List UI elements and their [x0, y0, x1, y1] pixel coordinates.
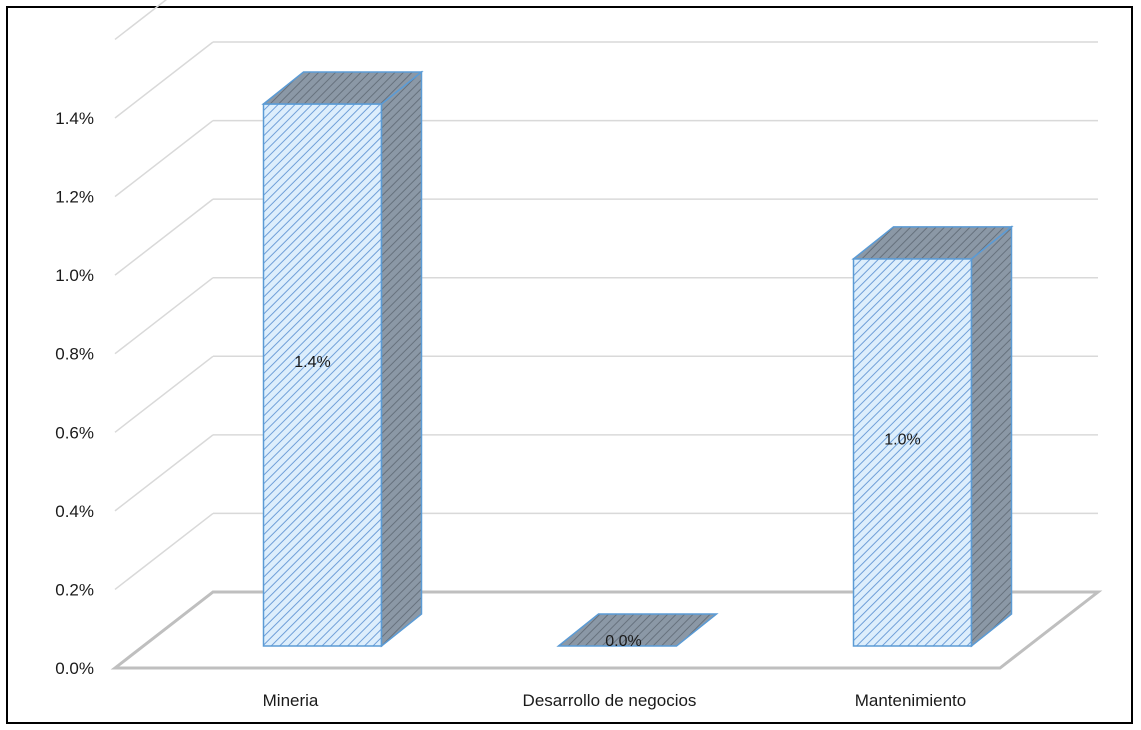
y-tick-label: 0.6% [55, 423, 94, 442]
y-tick-label: 1.0% [55, 266, 94, 285]
bar-side [970, 225, 1013, 648]
x-category-label: Mineria [263, 691, 319, 710]
y-tick-label: 1.2% [55, 188, 94, 207]
gridline-diagonal [114, 119, 214, 198]
gridline-diagonal [114, 198, 214, 276]
bar-top [261, 71, 424, 105]
chart-floor [110, 590, 1103, 670]
gridline-diagonal [114, 355, 214, 433]
bar-front [852, 258, 973, 647]
bar-top [851, 226, 1014, 260]
data-label: 1.4% [294, 354, 330, 371]
data-label: 1.0% [884, 431, 920, 448]
x-category-label: Desarrollo de negocios [523, 691, 697, 710]
labels: 0.0% 0.2% 0.4% 0.6% 0.8% 1.0% 1.2% 1.4% 1.4% Mine… [55, 109, 966, 710]
bar-top [556, 613, 719, 647]
floor-outline [110, 590, 1103, 670]
gridline-diagonal [114, 277, 214, 355]
y-tick-label: 0.2% [55, 580, 94, 599]
x-category-label: Mantenimiento [855, 691, 967, 710]
y-tick-label: 0.0% [55, 659, 94, 678]
bar-side [380, 70, 423, 648]
bars [261, 70, 1014, 648]
y-tick-label: 1.4% [55, 109, 94, 128]
bar-front [262, 103, 383, 647]
gridline-diagonal [114, 0, 168, 41]
gridline-diagonal [114, 41, 214, 119]
y-tick-label: 0.4% [55, 502, 94, 521]
gridline-diagonal [114, 434, 214, 512]
gridline-diagonal [114, 512, 214, 591]
y-tick-label: 0.8% [55, 345, 94, 364]
data-label: 0.0% [605, 633, 641, 650]
